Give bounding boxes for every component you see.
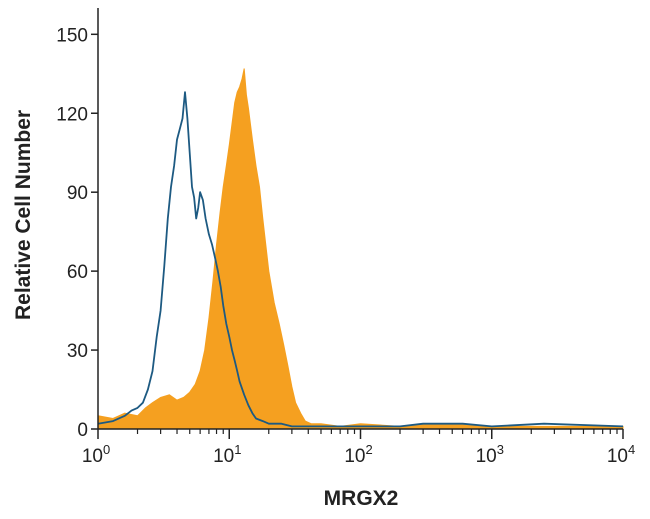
x-tick-label: 104 bbox=[607, 442, 635, 467]
x-tick-label: 103 bbox=[476, 442, 504, 467]
x-axis-title: MRGX2 bbox=[324, 487, 399, 510]
y-axis-ticks: 0 30 60 90 120 150 bbox=[56, 25, 98, 441]
y-tick-label: 0 bbox=[77, 420, 88, 441]
y-axis-title: Relative Cell Number bbox=[12, 110, 35, 320]
x-tick-label: 101 bbox=[213, 442, 241, 467]
y-tick-label: 150 bbox=[56, 25, 88, 46]
filled-histogram-series bbox=[97, 68, 624, 430]
x-tick-label: 102 bbox=[344, 442, 372, 467]
y-tick-label: 90 bbox=[67, 183, 88, 204]
y-tick-label: 120 bbox=[56, 104, 88, 125]
y-tick-label: 30 bbox=[67, 341, 88, 362]
series-layer bbox=[97, 68, 624, 430]
y-tick-label: 60 bbox=[67, 262, 88, 283]
plot-area: 0 30 60 90 120 150 100 101 102 103 104 bbox=[56, 8, 635, 467]
x-axis-ticks: 100 101 102 103 104 bbox=[82, 429, 635, 467]
x-tick-label: 100 bbox=[82, 442, 110, 467]
outline-histogram-series bbox=[97, 91, 624, 428]
